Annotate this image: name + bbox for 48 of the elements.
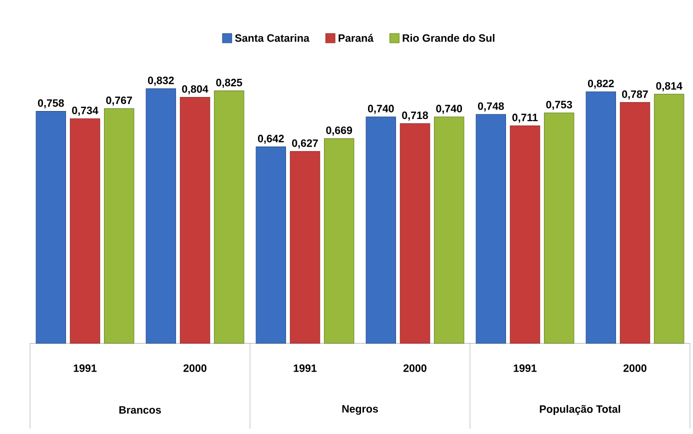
data-label: 0,822 xyxy=(588,80,614,89)
data-label: 0,814 xyxy=(656,82,682,92)
bar xyxy=(476,114,506,344)
data-label: 0,748 xyxy=(478,102,504,112)
bar xyxy=(36,111,66,344)
data-label: 0,753 xyxy=(546,100,572,110)
legend-label: Santa Catarina xyxy=(235,34,310,42)
data-label: 0,804 xyxy=(182,85,208,94)
bar xyxy=(70,118,100,344)
data-label: 0,767 xyxy=(106,96,132,106)
bar xyxy=(290,151,320,344)
bar xyxy=(510,125,540,344)
x-tick-label: 1991 xyxy=(294,364,317,372)
text: Brancos xyxy=(119,406,161,414)
data-label: 0,734 xyxy=(72,106,98,116)
bar xyxy=(586,91,616,344)
x-tick-label: 2000 xyxy=(184,364,206,372)
bar xyxy=(654,94,684,344)
x-tick-label: 2000 xyxy=(404,364,426,372)
text: Negros xyxy=(342,405,378,415)
bar xyxy=(256,146,286,344)
data-label: 0,642 xyxy=(258,134,284,144)
data-label: 0,787 xyxy=(622,90,648,100)
data-label: 0,627 xyxy=(292,139,318,148)
data-label: 0,711 xyxy=(512,114,538,123)
bar xyxy=(146,88,176,344)
text: População Total xyxy=(540,405,620,415)
data-label: 0,740 xyxy=(436,104,462,114)
bar xyxy=(434,116,464,344)
data-label: 0,832 xyxy=(148,76,174,86)
data-label: 0,718 xyxy=(402,112,428,121)
data-label: 0,758 xyxy=(38,99,64,108)
x-tick-label: 1991 xyxy=(74,364,97,372)
legend-label: Paraná xyxy=(338,34,374,42)
bar xyxy=(324,138,354,344)
data-label: 0,825 xyxy=(216,78,242,88)
bar xyxy=(366,116,396,344)
data-label: 0,740 xyxy=(368,104,394,114)
x-tick-label: 1991 xyxy=(514,364,537,372)
data-label: 0,669 xyxy=(326,126,352,136)
legend-label: Rio Grande do Sul xyxy=(402,34,494,42)
bar xyxy=(104,108,134,344)
bar xyxy=(180,96,210,344)
bar xyxy=(400,123,430,344)
x-tick-label: 2000 xyxy=(624,364,646,372)
bar xyxy=(544,112,574,344)
bar xyxy=(620,102,650,344)
bar xyxy=(214,90,244,344)
